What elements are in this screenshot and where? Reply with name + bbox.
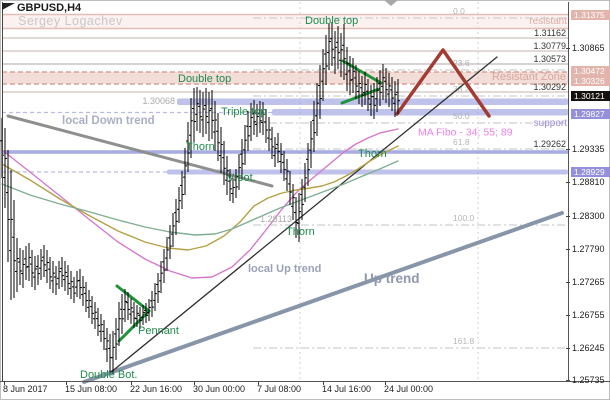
- red-projection-zigzag: [395, 48, 491, 118]
- label-price-1-30292: 1.30292: [533, 82, 566, 92]
- fib-level-label-0.0: 0.0: [453, 6, 465, 16]
- price-axis-tick: [566, 149, 570, 150]
- label-pattern-double-bot-: Double Bot.: [80, 369, 137, 381]
- label-price-1-31162: 1.31162: [534, 28, 566, 38]
- label-pattern-thorn: Thorn: [286, 226, 315, 238]
- local-down-trend-line: [6, 114, 274, 188]
- label-pattern-double-top: Double top: [305, 15, 358, 27]
- time-axis-label: 7 Jul 08:00: [257, 384, 302, 394]
- price-axis-tick: [566, 315, 570, 316]
- resistant-zone-band: [2, 72, 568, 84]
- time-axis-tick: [258, 381, 259, 385]
- level-price-badge: 1.29827: [571, 108, 610, 119]
- watermark-author: Sergey Logachev: [18, 14, 123, 28]
- label-price-1-28113: 1.28113: [260, 214, 292, 224]
- time-axis-line: [0, 381, 610, 382]
- price-axis-label: 1.26245: [572, 343, 605, 353]
- level-price-badge: 1.30472: [571, 66, 610, 76]
- label-pattern-thorn: Thorn: [358, 148, 387, 160]
- label-pattern-v-bot-: V-bot.: [227, 172, 256, 184]
- time-axis-tick: [66, 381, 67, 385]
- label-pattern-pennant: Pennant: [138, 325, 179, 337]
- time-axis-tick: [194, 381, 195, 385]
- label-indicator-ma-fibo-34-55-89: MA Fibo - 34; 55; 89: [418, 126, 513, 138]
- label-price-1-30779: 1.30779: [533, 41, 566, 51]
- fib-level-label-23.6: 23.6: [453, 58, 470, 68]
- plot-left-border: [2, 2, 3, 381]
- current-price-badge: 1.30121: [571, 90, 610, 101]
- price-axis-label: 1.29335: [572, 144, 605, 154]
- time-axis-label: 8 Jun 2017: [3, 384, 48, 394]
- time-axis-label: 14 Jul 16:00: [322, 384, 372, 394]
- label-price-1-30068: 1.30068: [142, 96, 175, 106]
- price-axis-label: 1.27790: [572, 244, 605, 254]
- fib-level-label-50.0: 50.0: [453, 111, 470, 121]
- price-axis-tick: [566, 249, 570, 250]
- blue-band-1.29827: [272, 109, 568, 116]
- time-axis-tick: [385, 381, 386, 385]
- label-trend-local-down-trend: local Down trend: [62, 115, 155, 127]
- price-axis-label: 1.28810: [572, 177, 605, 187]
- label-pattern-triple-top: Triple top: [221, 106, 266, 118]
- level-price-badge: 1.30326: [571, 75, 610, 86]
- time-axis-label: 22 Jun 16:00: [130, 384, 183, 394]
- fib-level-label-61.8: 61.8: [453, 137, 470, 147]
- chart-title: GBPUSD,H4: [17, 2, 82, 14]
- price-axis-label: 1.28300: [572, 211, 605, 221]
- plot-right-border: [568, 2, 569, 381]
- ma-55: [1, 145, 399, 251]
- fib-level-label-38.2: 38.2: [453, 84, 470, 94]
- label-price-1-30573: 1.30573: [533, 54, 566, 64]
- time-axis-label: 15 Jun 08:00: [65, 384, 118, 394]
- blue-band-1.28929: [167, 169, 568, 175]
- chart-corner-marker-icon: [2, 3, 15, 10]
- time-axis-tick: [323, 381, 324, 385]
- time-axis-tick: [4, 381, 5, 385]
- label-zone-support: support: [534, 118, 568, 129]
- price-axis-label: 1.30865: [572, 43, 605, 53]
- ma-34: [1, 128, 399, 279]
- pennant-small-upper: [115, 284, 151, 313]
- pennant-top-lower: [340, 87, 381, 105]
- label-trend-up-trend: Up trend: [364, 271, 420, 286]
- bar-shift-triangle-icon: [384, 0, 398, 6]
- fib-level-label-100.0: 100.0: [453, 213, 475, 223]
- price-axis-tick: [566, 48, 570, 49]
- price-axis-tick: [566, 282, 570, 283]
- up-trend-line: [82, 211, 564, 384]
- price-axis-label: 1.27265: [572, 277, 605, 287]
- label-zone-resistant-zone: Resistant Zone: [492, 71, 566, 83]
- time-axis-label: 30 Jun 00:00: [193, 384, 246, 394]
- pennant-top-upper: [341, 59, 383, 85]
- price-axis-tick: [566, 380, 570, 381]
- blue-band-1.30068: [177, 98, 568, 105]
- label-pattern-double-top: Double top: [178, 73, 231, 85]
- level-price-badge: 1.28929: [571, 167, 610, 177]
- time-axis-label: 24 Jul 00:00: [384, 384, 434, 394]
- price-axis-label: 1.26755: [572, 310, 605, 320]
- label-zone-resistant: resistant: [529, 16, 567, 27]
- local-up-trend-line: [109, 56, 498, 374]
- fib-level-label-161.8: 161.8: [453, 336, 475, 346]
- price-axis-tick: [566, 216, 570, 217]
- price-axis-tick: [566, 348, 570, 349]
- level-price-badge: 1.31375: [571, 9, 610, 20]
- time-axis-tick: [131, 381, 132, 385]
- label-trend-local-up-trend: local Up trend: [248, 263, 321, 275]
- top-resistant-band: [2, 14, 568, 29]
- price-axis-label: 1.25735: [572, 375, 605, 385]
- label-price-1-29262: 1.29262: [533, 139, 566, 149]
- ma-89: [1, 160, 399, 236]
- price-axis-tick: [566, 182, 570, 183]
- label-pattern-thorn: Thorn: [186, 141, 215, 153]
